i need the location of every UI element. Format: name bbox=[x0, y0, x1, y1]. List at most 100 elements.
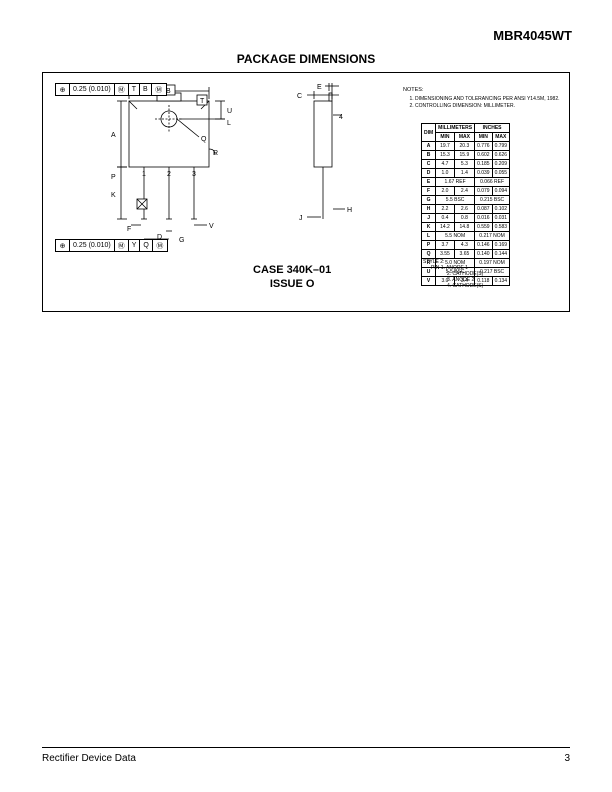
dim-mm-span: 5.5 BSC bbox=[436, 196, 475, 205]
mmc-icon: Ⓜ bbox=[115, 240, 129, 251]
dim-mm-max: 3.65 bbox=[454, 250, 474, 259]
dim-letter: A bbox=[422, 142, 436, 151]
gdt-datum-a: T bbox=[129, 84, 140, 95]
svg-text:F: F bbox=[127, 226, 131, 233]
svg-text:A: A bbox=[111, 132, 116, 139]
dim-mm-min: 14.2 bbox=[436, 223, 455, 232]
gdt-callout-bottom: ⊕ 0.25 (0.010) Ⓜ Y Q Ⓜ bbox=[55, 239, 168, 252]
note-item: DIMENSIONING AND TOLERANCING PER ANSI Y1… bbox=[415, 96, 560, 103]
case-line1: CASE 340K–01 bbox=[253, 263, 331, 277]
position-symbol-icon: ⊕ bbox=[56, 84, 70, 95]
svg-text:Q: Q bbox=[201, 136, 207, 143]
mmc-icon: Ⓜ bbox=[152, 84, 166, 95]
gdt-tolerance: 0.25 (0.010) bbox=[70, 84, 115, 95]
svg-text:P: P bbox=[111, 174, 116, 181]
dim-letter: P bbox=[422, 241, 436, 250]
dim-letter: J bbox=[422, 214, 436, 223]
dim-mm-min: 2.2 bbox=[436, 205, 455, 214]
dim-in-min: 0.087 bbox=[475, 205, 493, 214]
dim-in-min: 0.185 bbox=[475, 160, 493, 169]
position-symbol-icon: ⊕ bbox=[56, 240, 70, 251]
mmc-icon: Ⓜ bbox=[115, 84, 129, 95]
svg-text:G: G bbox=[179, 237, 184, 244]
footer-left: Rectifier Device Data bbox=[42, 753, 136, 764]
svg-text:B: B bbox=[166, 88, 171, 95]
notes-block: NOTES: DIMENSIONING AND TOLERANCING PER … bbox=[403, 87, 560, 109]
th-min: MIN bbox=[475, 133, 493, 142]
dim-mm-min: 4.7 bbox=[436, 160, 455, 169]
table-row: J0.40.80.0160.031 bbox=[422, 214, 510, 223]
dim-in-max: 0.134 bbox=[492, 277, 510, 286]
dim-in-min: 0.140 bbox=[475, 250, 493, 259]
dim-in-max: 0.799 bbox=[492, 142, 510, 151]
gdt-datum-b: B bbox=[140, 84, 152, 95]
svg-text:H: H bbox=[347, 207, 352, 214]
dim-mm-min: 3.55 bbox=[436, 250, 455, 259]
gdt-datum-b: Q bbox=[140, 240, 152, 251]
dim-in-max: 0.626 bbox=[492, 151, 510, 160]
dim-mm-min: 19.7 bbox=[436, 142, 455, 151]
table-row: A19.720.30.7760.799 bbox=[422, 142, 510, 151]
gdt-tolerance: 0.25 (0.010) bbox=[70, 240, 115, 251]
part-number: MBR4045WT bbox=[493, 28, 572, 43]
dim-in-min: 0.146 bbox=[475, 241, 493, 250]
note-item: CONTROLLING DIMENSION: MILLIMETER. bbox=[415, 103, 560, 110]
svg-text:J: J bbox=[299, 215, 303, 222]
dim-mm-min: 0.4 bbox=[436, 214, 455, 223]
drawing-frame: 1 2 3 B T A K P bbox=[42, 72, 570, 312]
th-mm: MILLIMETERS bbox=[436, 124, 475, 133]
dim-in-min: 0.559 bbox=[475, 223, 493, 232]
case-line2: ISSUE O bbox=[253, 277, 331, 291]
dim-letter: D bbox=[422, 169, 436, 178]
dim-letter: H bbox=[422, 205, 436, 214]
dim-letter: B bbox=[422, 151, 436, 160]
svg-text:1: 1 bbox=[142, 171, 146, 178]
th-max: MAX bbox=[492, 133, 510, 142]
table-row: B15.315.90.6020.626 bbox=[422, 151, 510, 160]
dim-mm-max: 2.4 bbox=[454, 187, 474, 196]
notes-header: NOTES: bbox=[403, 87, 560, 94]
dim-mm-min: 1.0 bbox=[436, 169, 455, 178]
dim-in-max: 0.209 bbox=[492, 160, 510, 169]
dim-in-max: 0.031 bbox=[492, 214, 510, 223]
table-row: K14.214.80.5590.583 bbox=[422, 223, 510, 232]
dim-in-span: 0.217 NOM bbox=[475, 232, 510, 241]
dim-letter: C bbox=[422, 160, 436, 169]
dim-mm-span: 1.67 REF bbox=[436, 178, 475, 187]
dim-letter: K bbox=[422, 223, 436, 232]
dim-mm-min: 15.3 bbox=[436, 151, 455, 160]
case-label: CASE 340K–01 ISSUE O bbox=[253, 263, 331, 292]
table-row: Q3.553.650.1400.144 bbox=[422, 250, 510, 259]
dim-in-min: 0.776 bbox=[475, 142, 493, 151]
dim-in-max: 0.169 bbox=[492, 241, 510, 250]
dim-in-min: 0.602 bbox=[475, 151, 493, 160]
package-drawing: 1 2 3 B T A K P bbox=[49, 79, 399, 259]
dim-mm-max: 2.6 bbox=[454, 205, 474, 214]
dim-letter: G bbox=[422, 196, 436, 205]
th-min: MIN bbox=[436, 133, 455, 142]
dim-in-max: 0.583 bbox=[492, 223, 510, 232]
dim-in-span: 0.066 REF bbox=[475, 178, 510, 187]
table-row: L5.5 NOM0.217 NOM bbox=[422, 232, 510, 241]
dim-in-span: 0.215 BSC bbox=[475, 196, 510, 205]
svg-text:K: K bbox=[111, 192, 116, 199]
dim-mm-max: 5.3 bbox=[454, 160, 474, 169]
dim-mm-max: 1.4 bbox=[454, 169, 474, 178]
table-row: P3.74.30.1460.169 bbox=[422, 241, 510, 250]
dim-in-min: 0.016 bbox=[475, 214, 493, 223]
dim-in-max: 0.055 bbox=[492, 169, 510, 178]
table-row: D1.01.40.0390.055 bbox=[422, 169, 510, 178]
section-title: PACKAGE DIMENSIONS bbox=[0, 52, 612, 66]
th-in: INCHES bbox=[475, 124, 510, 133]
table-row: C4.75.30.1850.209 bbox=[422, 160, 510, 169]
dim-mm-min: 3.7 bbox=[436, 241, 455, 250]
table-row: H2.22.60.0870.102 bbox=[422, 205, 510, 214]
gdt-callout-top: ⊕ 0.25 (0.010) Ⓜ T B Ⓜ bbox=[55, 83, 167, 96]
svg-text:L: L bbox=[227, 120, 231, 127]
dim-in-max: 0.144 bbox=[492, 250, 510, 259]
dim-mm-max: 15.9 bbox=[454, 151, 474, 160]
style2-block: STYLE 2: PIN 1. ANODE 12. CATHODE(S)3. A… bbox=[423, 259, 483, 289]
dim-letter: F bbox=[422, 187, 436, 196]
table-row: G5.5 BSC0.215 BSC bbox=[422, 196, 510, 205]
footer-page-number: 3 bbox=[564, 753, 570, 764]
